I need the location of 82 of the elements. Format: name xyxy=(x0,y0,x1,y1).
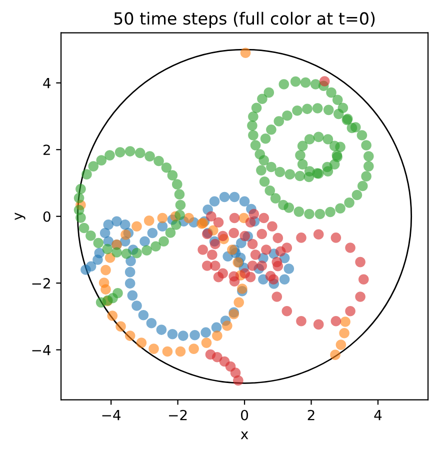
point xyxy=(240,48,251,58)
point xyxy=(206,211,216,222)
point xyxy=(162,346,173,357)
point xyxy=(248,208,260,220)
point xyxy=(258,212,270,224)
y-axis-title: y xyxy=(14,212,26,220)
point xyxy=(355,256,366,268)
y-tick-label: −4 xyxy=(32,344,51,356)
point xyxy=(188,344,199,354)
point xyxy=(340,316,350,327)
point xyxy=(282,306,292,316)
y-tick-label: 2 xyxy=(43,144,50,155)
point xyxy=(268,274,279,285)
point xyxy=(228,228,239,238)
point xyxy=(210,238,220,250)
point xyxy=(296,316,306,326)
y-tick-label: −2 xyxy=(32,278,50,288)
point xyxy=(355,292,366,302)
point xyxy=(233,375,244,386)
x-tick-label: −4 xyxy=(102,410,121,420)
point xyxy=(157,212,168,224)
point xyxy=(261,244,272,255)
point xyxy=(240,230,250,242)
x-axis-title: x xyxy=(240,432,248,440)
point xyxy=(148,344,159,354)
point xyxy=(296,232,306,243)
point xyxy=(229,212,240,224)
point xyxy=(272,292,282,302)
point xyxy=(222,320,232,331)
chart-title: 50 time steps (full color at t=0) xyxy=(114,12,375,28)
point xyxy=(98,278,110,288)
point xyxy=(313,229,324,240)
point xyxy=(247,260,258,271)
point xyxy=(330,316,342,326)
point xyxy=(132,221,142,232)
point xyxy=(107,310,118,321)
point xyxy=(272,232,284,244)
point xyxy=(218,230,228,242)
point xyxy=(100,264,111,276)
point xyxy=(319,76,330,86)
point xyxy=(229,276,240,287)
point xyxy=(237,284,248,294)
point xyxy=(213,217,224,228)
point xyxy=(345,306,356,316)
point xyxy=(136,338,147,348)
point xyxy=(116,321,126,332)
point xyxy=(272,256,282,268)
point xyxy=(144,216,154,226)
point xyxy=(234,297,244,308)
point xyxy=(213,272,224,282)
point xyxy=(184,212,194,224)
point xyxy=(227,244,238,255)
point xyxy=(120,230,131,240)
point xyxy=(339,328,350,338)
x-tick-label: 0 xyxy=(241,410,248,420)
point xyxy=(256,228,268,240)
point xyxy=(212,330,222,341)
x-tick-label: 4 xyxy=(374,410,382,420)
point xyxy=(247,238,258,250)
point xyxy=(175,346,186,357)
point xyxy=(124,330,136,341)
point xyxy=(250,250,261,260)
point xyxy=(330,350,340,360)
y-tick-label: 0 xyxy=(43,211,50,222)
point xyxy=(256,260,268,271)
y-tick-label: 4 xyxy=(43,78,51,88)
point xyxy=(212,352,222,362)
point xyxy=(358,274,369,285)
point xyxy=(207,250,218,260)
point xyxy=(198,244,208,255)
x-tick-label: 2 xyxy=(308,410,314,420)
x-tick-label: −2 xyxy=(169,410,187,420)
point xyxy=(267,221,278,232)
point xyxy=(202,260,212,271)
point xyxy=(336,340,346,350)
point xyxy=(282,242,292,253)
point xyxy=(245,272,256,282)
point xyxy=(330,232,342,243)
point xyxy=(201,338,212,348)
point xyxy=(313,319,324,330)
point xyxy=(245,217,256,228)
point xyxy=(345,242,356,253)
